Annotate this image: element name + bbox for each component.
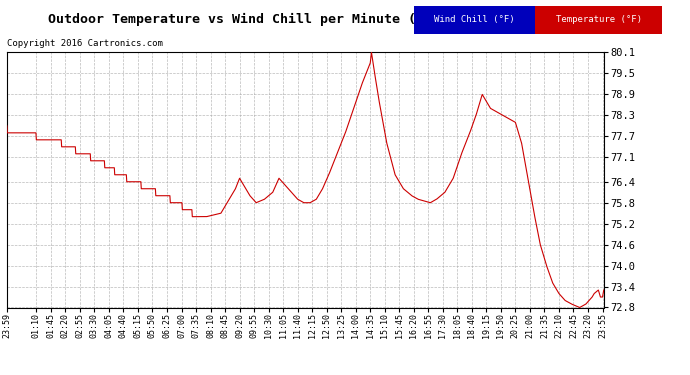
Text: Temperature (°F): Temperature (°F) [555,15,642,24]
Text: Wind Chill (°F): Wind Chill (°F) [434,15,515,24]
Text: Copyright 2016 Cartronics.com: Copyright 2016 Cartronics.com [7,39,163,48]
Text: Outdoor Temperature vs Wind Chill per Minute (24 Hours) 20160812: Outdoor Temperature vs Wind Chill per Mi… [48,13,560,26]
